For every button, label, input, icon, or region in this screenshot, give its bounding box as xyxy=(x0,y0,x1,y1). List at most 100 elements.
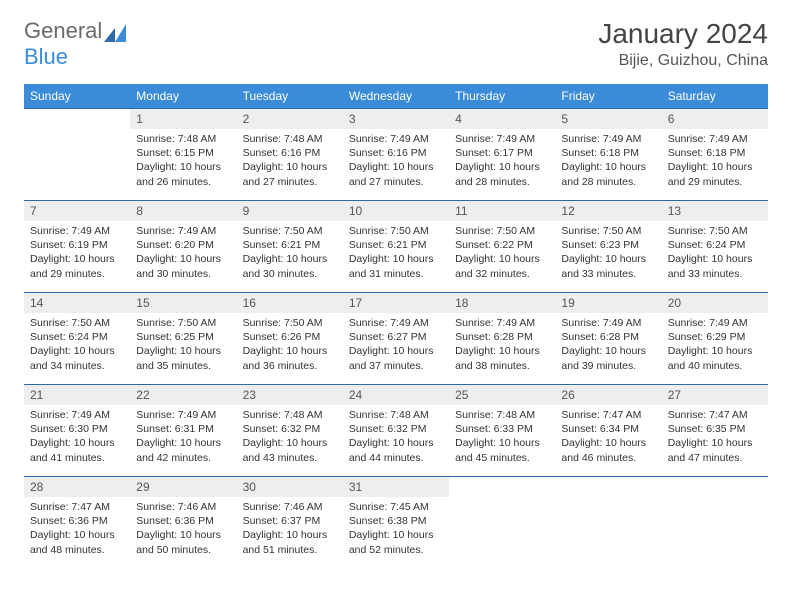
day-number: 7 xyxy=(24,201,130,221)
sunset-line: Sunset: 6:24 PM xyxy=(668,238,762,252)
day-cell: 4Sunrise: 7:49 AMSunset: 6:17 PMDaylight… xyxy=(449,109,555,201)
day-cell: 27Sunrise: 7:47 AMSunset: 6:35 PMDayligh… xyxy=(662,385,768,477)
day-number: 31 xyxy=(343,477,449,497)
day-body: Sunrise: 7:47 AMSunset: 6:36 PMDaylight:… xyxy=(24,497,130,563)
daylight-line: Daylight: 10 hours and 42 minutes. xyxy=(136,436,230,464)
day-number: 6 xyxy=(662,109,768,129)
sunrise-line: Sunrise: 7:49 AM xyxy=(349,132,443,146)
day-number: 2 xyxy=(237,109,343,129)
day-cell: 5Sunrise: 7:49 AMSunset: 6:18 PMDaylight… xyxy=(555,109,661,201)
day-cell: 2Sunrise: 7:48 AMSunset: 6:16 PMDaylight… xyxy=(237,109,343,201)
day-number: 20 xyxy=(662,293,768,313)
sunset-line: Sunset: 6:15 PM xyxy=(136,146,230,160)
sunrise-line: Sunrise: 7:49 AM xyxy=(455,132,549,146)
sunset-line: Sunset: 6:36 PM xyxy=(30,514,124,528)
sunrise-line: Sunrise: 7:50 AM xyxy=(668,224,762,238)
daylight-line: Daylight: 10 hours and 39 minutes. xyxy=(561,344,655,372)
day-number: 11 xyxy=(449,201,555,221)
day-number: 18 xyxy=(449,293,555,313)
sunrise-line: Sunrise: 7:50 AM xyxy=(30,316,124,330)
weekday-header: Monday xyxy=(130,84,236,109)
day-cell: 7Sunrise: 7:49 AMSunset: 6:19 PMDaylight… xyxy=(24,201,130,293)
sunrise-line: Sunrise: 7:49 AM xyxy=(455,316,549,330)
weekday-header: Sunday xyxy=(24,84,130,109)
day-body: Sunrise: 7:46 AMSunset: 6:36 PMDaylight:… xyxy=(130,497,236,563)
daylight-line: Daylight: 10 hours and 44 minutes. xyxy=(349,436,443,464)
logo-text-general: General xyxy=(24,18,102,44)
day-cell: 29Sunrise: 7:46 AMSunset: 6:36 PMDayligh… xyxy=(130,477,236,569)
daylight-line: Daylight: 10 hours and 46 minutes. xyxy=(561,436,655,464)
logo-text-blue: Blue xyxy=(24,44,68,70)
day-number: 5 xyxy=(555,109,661,129)
sunset-line: Sunset: 6:23 PM xyxy=(561,238,655,252)
day-cell: 26Sunrise: 7:47 AMSunset: 6:34 PMDayligh… xyxy=(555,385,661,477)
sunrise-line: Sunrise: 7:48 AM xyxy=(243,408,337,422)
sunrise-line: Sunrise: 7:50 AM xyxy=(455,224,549,238)
sunset-line: Sunset: 6:32 PM xyxy=(243,422,337,436)
month-title: January 2024 xyxy=(598,18,768,50)
daylight-line: Daylight: 10 hours and 30 minutes. xyxy=(136,252,230,280)
day-number: 16 xyxy=(237,293,343,313)
day-body: Sunrise: 7:50 AMSunset: 6:21 PMDaylight:… xyxy=(237,221,343,287)
sunrise-line: Sunrise: 7:49 AM xyxy=(30,224,124,238)
day-body: Sunrise: 7:47 AMSunset: 6:34 PMDaylight:… xyxy=(555,405,661,471)
day-number: 24 xyxy=(343,385,449,405)
day-cell: 6Sunrise: 7:49 AMSunset: 6:18 PMDaylight… xyxy=(662,109,768,201)
sunset-line: Sunset: 6:19 PM xyxy=(30,238,124,252)
day-body: Sunrise: 7:48 AMSunset: 6:32 PMDaylight:… xyxy=(343,405,449,471)
sunset-line: Sunset: 6:30 PM xyxy=(30,422,124,436)
sunrise-line: Sunrise: 7:50 AM xyxy=(136,316,230,330)
sunrise-line: Sunrise: 7:45 AM xyxy=(349,500,443,514)
day-body: Sunrise: 7:50 AMSunset: 6:24 PMDaylight:… xyxy=(24,313,130,379)
day-number: 19 xyxy=(555,293,661,313)
sunrise-line: Sunrise: 7:48 AM xyxy=(136,132,230,146)
day-body: Sunrise: 7:49 AMSunset: 6:28 PMDaylight:… xyxy=(555,313,661,379)
day-cell: 16Sunrise: 7:50 AMSunset: 6:26 PMDayligh… xyxy=(237,293,343,385)
sunrise-line: Sunrise: 7:47 AM xyxy=(30,500,124,514)
sunset-line: Sunset: 6:34 PM xyxy=(561,422,655,436)
calendar-table: SundayMondayTuesdayWednesdayThursdayFrid… xyxy=(24,84,768,569)
daylight-line: Daylight: 10 hours and 41 minutes. xyxy=(30,436,124,464)
daylight-line: Daylight: 10 hours and 37 minutes. xyxy=(349,344,443,372)
daylight-line: Daylight: 10 hours and 45 minutes. xyxy=(455,436,549,464)
day-body: Sunrise: 7:47 AMSunset: 6:35 PMDaylight:… xyxy=(662,405,768,471)
day-cell: 21Sunrise: 7:49 AMSunset: 6:30 PMDayligh… xyxy=(24,385,130,477)
weekday-header: Wednesday xyxy=(343,84,449,109)
empty-cell xyxy=(24,109,130,201)
day-body: Sunrise: 7:50 AMSunset: 6:26 PMDaylight:… xyxy=(237,313,343,379)
day-body: Sunrise: 7:49 AMSunset: 6:19 PMDaylight:… xyxy=(24,221,130,287)
daylight-line: Daylight: 10 hours and 38 minutes. xyxy=(455,344,549,372)
day-number: 1 xyxy=(130,109,236,129)
sunrise-line: Sunrise: 7:49 AM xyxy=(561,132,655,146)
daylight-line: Daylight: 10 hours and 29 minutes. xyxy=(668,160,762,188)
logo-mark-icon xyxy=(104,22,126,40)
day-body: Sunrise: 7:48 AMSunset: 6:33 PMDaylight:… xyxy=(449,405,555,471)
daylight-line: Daylight: 10 hours and 34 minutes. xyxy=(30,344,124,372)
day-cell: 12Sunrise: 7:50 AMSunset: 6:23 PMDayligh… xyxy=(555,201,661,293)
day-body: Sunrise: 7:45 AMSunset: 6:38 PMDaylight:… xyxy=(343,497,449,563)
daylight-line: Daylight: 10 hours and 51 minutes. xyxy=(243,528,337,556)
sunset-line: Sunset: 6:24 PM xyxy=(30,330,124,344)
day-number: 15 xyxy=(130,293,236,313)
day-body: Sunrise: 7:50 AMSunset: 6:22 PMDaylight:… xyxy=(449,221,555,287)
day-body: Sunrise: 7:49 AMSunset: 6:31 PMDaylight:… xyxy=(130,405,236,471)
daylight-line: Daylight: 10 hours and 27 minutes. xyxy=(243,160,337,188)
weekday-header: Tuesday xyxy=(237,84,343,109)
day-body: Sunrise: 7:49 AMSunset: 6:30 PMDaylight:… xyxy=(24,405,130,471)
sunrise-line: Sunrise: 7:49 AM xyxy=(30,408,124,422)
day-cell: 8Sunrise: 7:49 AMSunset: 6:20 PMDaylight… xyxy=(130,201,236,293)
daylight-line: Daylight: 10 hours and 40 minutes. xyxy=(668,344,762,372)
daylight-line: Daylight: 10 hours and 35 minutes. xyxy=(136,344,230,372)
daylight-line: Daylight: 10 hours and 26 minutes. xyxy=(136,160,230,188)
day-body: Sunrise: 7:49 AMSunset: 6:18 PMDaylight:… xyxy=(555,129,661,195)
day-number: 9 xyxy=(237,201,343,221)
day-number: 27 xyxy=(662,385,768,405)
day-body: Sunrise: 7:48 AMSunset: 6:15 PMDaylight:… xyxy=(130,129,236,195)
daylight-line: Daylight: 10 hours and 28 minutes. xyxy=(455,160,549,188)
sunset-line: Sunset: 6:21 PM xyxy=(349,238,443,252)
daylight-line: Daylight: 10 hours and 28 minutes. xyxy=(561,160,655,188)
daylight-line: Daylight: 10 hours and 27 minutes. xyxy=(349,160,443,188)
day-body: Sunrise: 7:50 AMSunset: 6:23 PMDaylight:… xyxy=(555,221,661,287)
day-number: 10 xyxy=(343,201,449,221)
empty-cell xyxy=(662,477,768,569)
